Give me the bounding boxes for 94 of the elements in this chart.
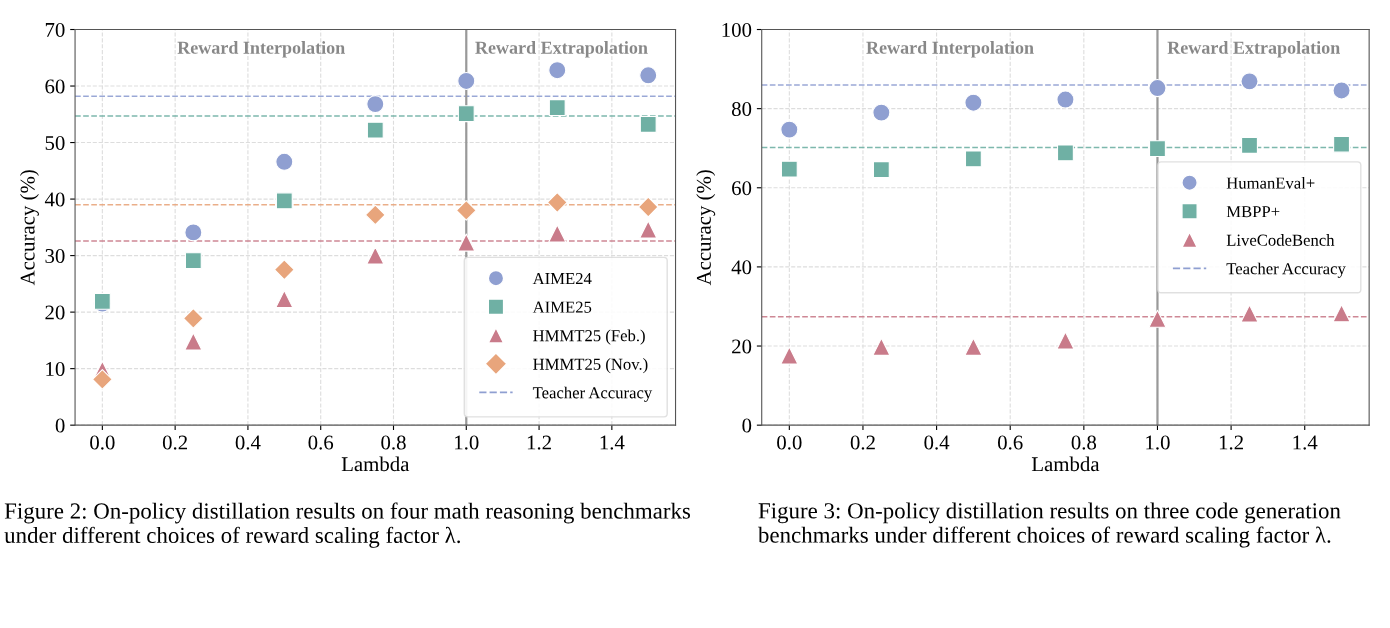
legend-label: LiveCodeBench [1226, 234, 1335, 246]
caption: Figure 3: On-policy distillation results on three code generation benchmarks under different choices of reward scaling factor λ. [757, 502, 1341, 548]
point [546, 192, 568, 213]
point [184, 252, 202, 270]
y-tick-label: 80 [731, 102, 752, 117]
y-tick-label: 70 [45, 22, 65, 37]
x-axis-title: Lambda [1031, 456, 1100, 472]
y-tick-label: 10 [46, 362, 65, 377]
x-axis-title: Lambda [341, 456, 410, 472]
point [1240, 72, 1259, 91]
point [1056, 90, 1075, 109]
point [1148, 79, 1167, 98]
annotation: Reward Interpolation [866, 41, 1034, 58]
y-axis-title: Accuracy (%) [696, 170, 716, 286]
y-tick-label: 40 [44, 192, 65, 207]
point [182, 307, 204, 329]
point [1056, 144, 1074, 162]
caption: Figure 2: On-policy distillation results on four math reasoning benchmarks under different choices of reward scaling factor λ. [4, 502, 691, 548]
point [457, 233, 476, 252]
point [872, 337, 891, 356]
legend-label: HMMT25 (Nov.) [533, 358, 648, 374]
y-tick-label: 0 [742, 418, 752, 433]
point [639, 115, 657, 133]
point [1240, 304, 1259, 323]
legend-label: MBPP+ [1226, 206, 1280, 218]
annotation: Reward Interpolation [177, 41, 345, 58]
legend-label: AIME24 [532, 272, 592, 285]
point [457, 71, 476, 91]
y-tick-label: 20 [45, 305, 65, 320]
point [1333, 135, 1351, 153]
point [273, 259, 295, 281]
point [1148, 309, 1167, 328]
point [366, 121, 384, 139]
x-tick-label: 0.0 [90, 435, 115, 450]
point [548, 224, 567, 243]
point [548, 61, 567, 80]
x-tick-label: 0.0 [777, 435, 802, 450]
y-tick-label: 40 [731, 260, 752, 275]
y-tick-label: 100 [722, 22, 752, 37]
y-tick-label: 20 [732, 339, 752, 354]
x-tick-label: 1.4 [600, 435, 625, 450]
point [457, 105, 475, 123]
legend-label: HumanEval+ [1226, 176, 1315, 189]
x-tick-label: 0.6 [308, 435, 334, 450]
point [91, 368, 113, 390]
y-tick-label: 30 [45, 248, 65, 264]
x-tick-label: 0.2 [850, 435, 875, 450]
point [964, 337, 983, 356]
point [275, 290, 294, 309]
x-tick-label: 0.2 [162, 435, 188, 450]
x-tick-label: 1.2 [1219, 435, 1243, 450]
point [639, 220, 658, 239]
annotation: Reward Extrapolation [475, 41, 648, 58]
annotation: Reward Extrapolation [1167, 41, 1340, 58]
point [780, 346, 799, 365]
point [275, 152, 294, 171]
x-tick-label: 0.4 [235, 435, 261, 450]
legend-label: AIME25 [532, 301, 592, 313]
point [364, 204, 386, 226]
legend-label: Teacher Accuracy [532, 386, 653, 402]
point [872, 103, 891, 122]
legend-label: HMMT25 (Feb.) [533, 329, 645, 345]
point [780, 160, 798, 178]
point [639, 66, 658, 85]
point [184, 332, 203, 351]
point [548, 99, 566, 116]
point [1241, 136, 1258, 154]
point [964, 150, 982, 168]
y-axis-title: Accuracy (%) [20, 170, 39, 286]
point [455, 200, 477, 221]
y-tick-label: 60 [45, 79, 65, 94]
point [366, 95, 385, 114]
point [964, 93, 983, 112]
x-tick-label: 0.6 [997, 435, 1023, 450]
x-tick-label: 1.4 [1293, 435, 1318, 450]
y-tick-label: 0 [55, 418, 65, 433]
point [872, 161, 890, 179]
y-tick-label: 60 [732, 181, 752, 196]
x-tick-label: 0.8 [381, 435, 406, 450]
point [1148, 140, 1166, 158]
point [1332, 304, 1351, 323]
point [780, 120, 799, 139]
x-tick-label: 1.2 [527, 435, 551, 450]
x-tick-label: 1.0 [455, 435, 479, 450]
x-tick-label: 0.4 [924, 435, 950, 450]
point [184, 223, 203, 242]
point [637, 196, 659, 218]
x-tick-label: 1.0 [1146, 435, 1170, 450]
legend-label: Teacher Accuracy [1226, 262, 1346, 278]
point [275, 192, 293, 210]
point [1332, 81, 1351, 100]
x-tick-label: 0.8 [1071, 435, 1097, 450]
y-tick-label: 50 [45, 135, 65, 150]
point [1056, 331, 1075, 350]
